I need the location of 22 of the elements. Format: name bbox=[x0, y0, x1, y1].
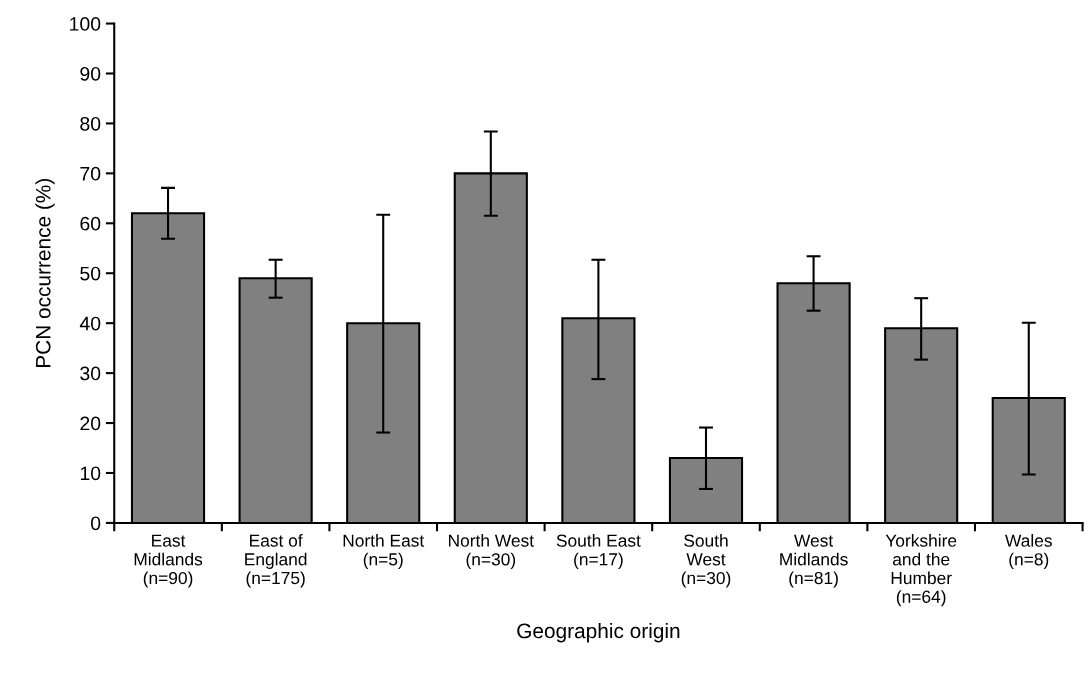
y-tick-label: 50 bbox=[80, 266, 101, 281]
x-tick-label: North East (n=5) bbox=[343, 534, 425, 569]
x-tick-label: East Midlands (n=90) bbox=[134, 534, 203, 588]
x-tick-label: East of England (n=175) bbox=[245, 534, 307, 588]
y-tick-label: 40 bbox=[79, 316, 101, 331]
x-tick-label: North West (n=30) bbox=[448, 534, 534, 569]
y-tick-label: 20 bbox=[80, 416, 101, 431]
x-tick-label: Yorkshire and the Humber (n=64) bbox=[885, 534, 957, 607]
x-tick-label: South East (n=17) bbox=[556, 534, 641, 569]
y-tick-label: 10 bbox=[80, 466, 101, 481]
x-tick-label: South West (n=30) bbox=[681, 534, 731, 588]
y-tick-label: 80 bbox=[80, 116, 101, 131]
y-tick-label: 70 bbox=[80, 166, 101, 181]
y-tick-label: 30 bbox=[80, 366, 101, 381]
y-tick-label: 100 bbox=[70, 17, 101, 31]
y-tick-label: 90 bbox=[80, 66, 101, 81]
x-axis-title: Geographic origin bbox=[517, 622, 680, 643]
x-tick-label: Wales (n=8) bbox=[1005, 534, 1052, 569]
y-tick-label: 60 bbox=[80, 216, 101, 231]
y-axis-title: PCN occurrence (%) bbox=[35, 179, 55, 368]
x-tick-label: West Midlands (n=81) bbox=[780, 534, 848, 588]
y-tick-label: 0 bbox=[90, 516, 101, 531]
